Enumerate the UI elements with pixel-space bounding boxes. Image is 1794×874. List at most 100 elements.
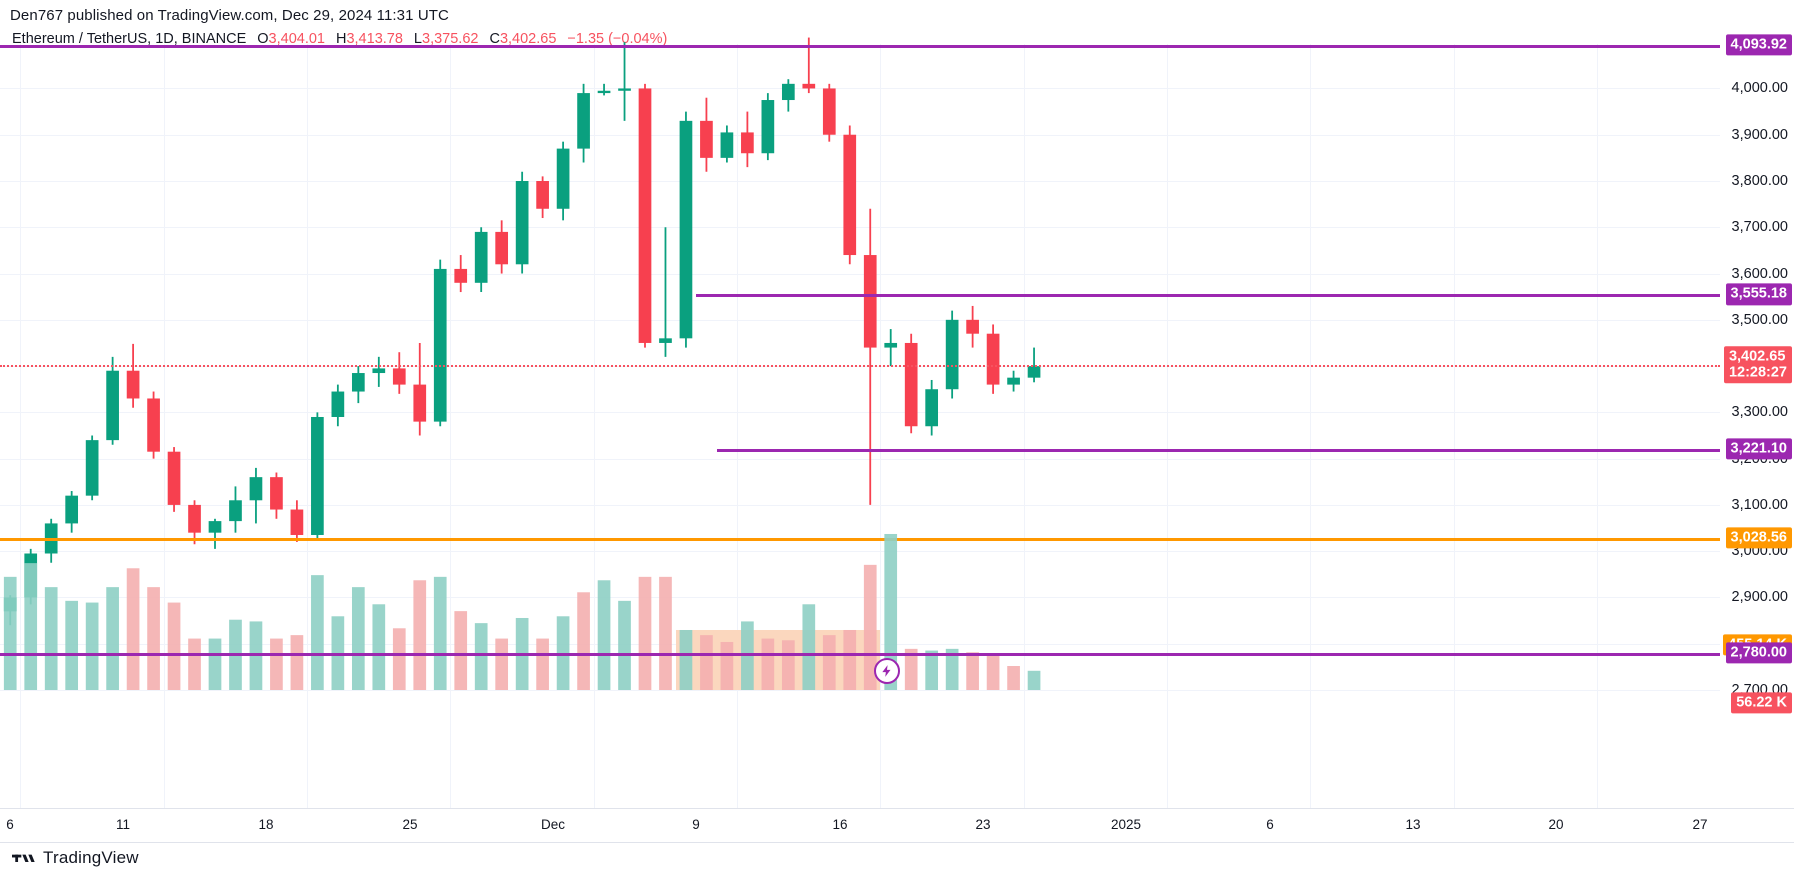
axis-divider [0, 842, 1794, 843]
support-line[interactable] [716, 448, 1720, 452]
time-axis-tick: 2025 [1110, 817, 1142, 832]
last-price-badge[interactable]: 3,402.65 12:28:27 [1723, 346, 1792, 384]
candle [638, 83, 652, 348]
last-volume-badge-text: 56.22 K [1736, 694, 1787, 711]
candle [392, 352, 406, 394]
candle [188, 500, 201, 545]
price-axis-tick: 3,600.00 [1731, 265, 1788, 282]
support-3028-badge[interactable]: 3,028.56 [1725, 527, 1792, 549]
candle [986, 324, 1000, 394]
gridline [0, 88, 1720, 90]
time-axis-tick: 25 [402, 817, 418, 832]
resistance-4093-badge[interactable]: 4,093.92 [1725, 34, 1792, 56]
open-value: 3,404.01 [268, 31, 325, 47]
last-price-badge-text: 3,402.65 [1728, 348, 1786, 365]
last-price-line[interactable] [0, 364, 1720, 367]
resistance-line[interactable] [696, 294, 1720, 298]
gridline-vertical [737, 44, 738, 616]
high-label: H [335, 31, 347, 47]
candle [106, 356, 119, 445]
volume-bar [290, 635, 304, 690]
gridline-vertical [1597, 616, 1598, 808]
resistance-3555-badge-text: 3,555.18 [1730, 285, 1787, 302]
support-2780-badge[interactable]: 2,780.00 [1725, 642, 1792, 664]
time-axis-tick: Dec [540, 817, 566, 832]
volume-bar [884, 533, 898, 690]
volume-bar [167, 602, 181, 690]
volume-bar [781, 640, 795, 690]
gridline-vertical [1310, 44, 1311, 616]
price-axis-tick: 3,500.00 [1731, 311, 1788, 328]
tradingview-logo-icon [12, 854, 35, 862]
volume-bar [392, 628, 406, 690]
candle [126, 343, 140, 408]
gridline-vertical [164, 616, 165, 808]
candle [413, 342, 427, 436]
candle [351, 366, 365, 404]
countdown-text: 12:28:27 [1728, 364, 1787, 381]
ohlc-low: L3,375.62 [414, 31, 479, 47]
time-axis-tick: 16 [832, 817, 848, 832]
lightning-bolt-icon[interactable] [874, 658, 901, 685]
publish-attribution: Den767 published on TradingView.com, Dec… [10, 7, 449, 24]
price-axis[interactable]: 4,000.00 3,900.00 3,800.00 3,700.00 3,600.00… [1720, 34, 1794, 808]
gridline-vertical [1167, 44, 1168, 616]
candle [495, 220, 509, 274]
time-axis-tick: 13 [1405, 817, 1421, 832]
gridline [0, 597, 1720, 599]
candle [659, 227, 672, 357]
candle [700, 97, 713, 172]
price-axis-tick: 3,800.00 [1731, 173, 1788, 189]
volume-pane[interactable] [0, 533, 1720, 808]
gridline-vertical [450, 44, 451, 616]
volume-bar [638, 576, 652, 690]
resistance-line[interactable] [0, 45, 1720, 48]
candle [454, 255, 468, 293]
candle [290, 500, 304, 542]
open-label: O [257, 31, 269, 47]
volume-bar [822, 635, 836, 690]
support-line[interactable] [0, 652, 1720, 656]
support-3221-badge[interactable]: 3,221.10 [1725, 438, 1792, 460]
price-axis-tick: 2,900.00 [1731, 589, 1788, 606]
time-axis[interactable]: 6111825Dec9162320256132027Feb10 [0, 808, 1794, 842]
time-axis-tick: 6 [6, 817, 14, 832]
volume-bar [659, 576, 672, 690]
volume-bar [986, 655, 1000, 690]
volume-bar [720, 641, 734, 690]
volume-bar [3, 576, 17, 690]
candle [433, 259, 447, 427]
symbol-title[interactable]: Ethereum / TetherUS, 1D, BINANCE [12, 31, 247, 47]
gridline [0, 458, 1720, 460]
candle [1007, 370, 1020, 392]
volume-bar [454, 611, 468, 690]
gridline-vertical [20, 44, 21, 616]
gridline-vertical [1597, 44, 1598, 616]
low-label: L [413, 31, 422, 47]
volume-bar [966, 652, 979, 690]
volume-bar [126, 568, 140, 690]
support-line[interactable] [0, 537, 1720, 541]
gridline-vertical [164, 44, 165, 616]
price-axis-tick: 3,900.00 [1731, 126, 1788, 143]
volume-bar [433, 576, 447, 690]
price-axis-tick: 3,700.00 [1731, 219, 1788, 236]
candle [556, 141, 570, 221]
gridline [0, 273, 1720, 275]
last-volume-badge[interactable]: 56.22 K [1731, 692, 1792, 714]
price-pane[interactable] [0, 37, 1720, 626]
volume-bar [106, 587, 119, 690]
candle [822, 83, 836, 142]
candle [249, 467, 263, 524]
low-value: 3,375.62 [422, 31, 479, 47]
candle [311, 412, 324, 540]
gridline-vertical [450, 616, 451, 808]
time-axis-tick: 27 [1692, 817, 1708, 832]
resistance-3555-badge[interactable]: 3,555.18 [1725, 283, 1792, 305]
volume-bar [945, 648, 959, 690]
candle [167, 447, 181, 512]
volume-bar [904, 648, 918, 690]
brand-name: TradingView [43, 848, 139, 867]
support-3028-badge-text: 3,028.56 [1730, 529, 1787, 546]
candle [679, 111, 693, 348]
